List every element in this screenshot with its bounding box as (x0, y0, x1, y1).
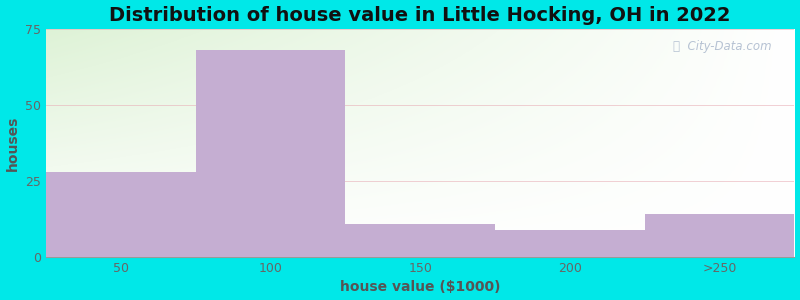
X-axis label: house value ($1000): house value ($1000) (340, 280, 501, 294)
Title: Distribution of house value in Little Hocking, OH in 2022: Distribution of house value in Little Ho… (110, 6, 731, 25)
Bar (495, 230, 645, 257)
Bar (346, 224, 495, 257)
Bar (46, 172, 196, 257)
Bar (645, 214, 794, 257)
Bar (196, 50, 346, 257)
Y-axis label: houses: houses (6, 115, 19, 171)
Text: ⓘ  City-Data.com: ⓘ City-Data.com (674, 40, 772, 53)
